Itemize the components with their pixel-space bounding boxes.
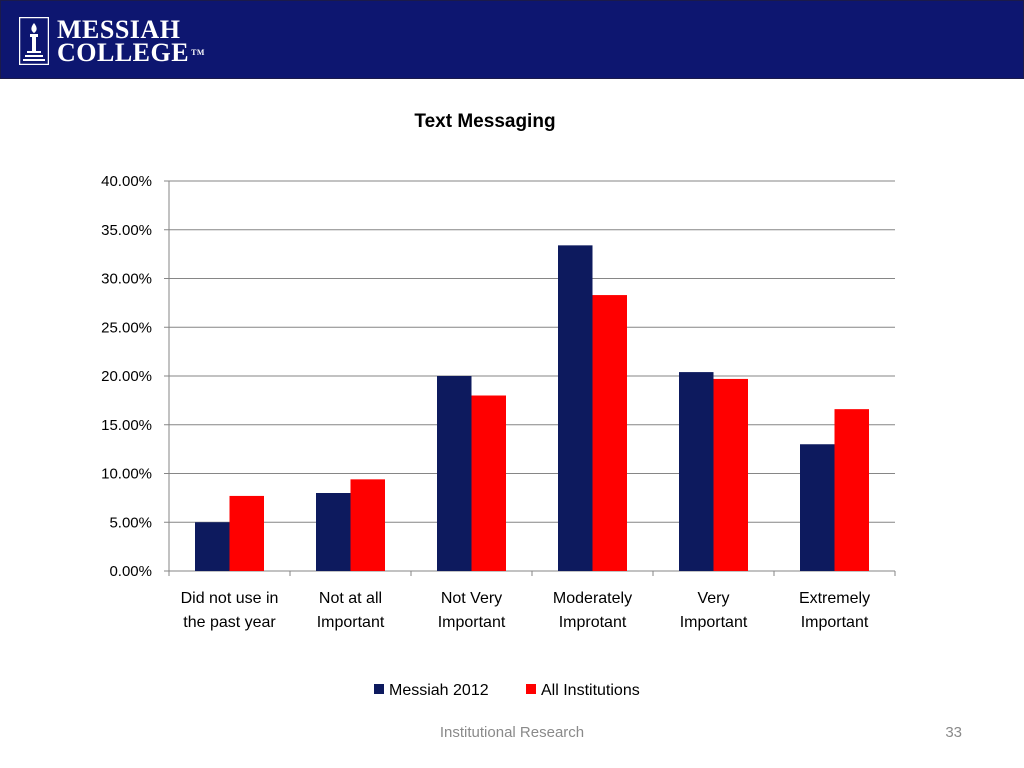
chart-title: Text Messaging (414, 111, 555, 132)
bar-chart: Text Messaging 0.00% 5.00% 10.00% 15.00% 20.… (101, 111, 896, 699)
y-tick-label: 25.00% (101, 319, 152, 336)
torch-seal-icon (19, 17, 49, 65)
bar (195, 522, 230, 571)
bar (229, 495, 264, 571)
page-number: 33 (945, 724, 962, 741)
bar (834, 409, 869, 571)
trademark-symbol: TM (191, 48, 205, 57)
bar (800, 444, 835, 571)
bar (316, 493, 351, 571)
legend-swatch (526, 684, 536, 694)
college-logo[interactable]: MESSIAH COLLEGE TM (19, 15, 205, 67)
gridlines (169, 180, 895, 523)
wordmark-line-2: COLLEGE TM (57, 38, 205, 67)
y-tick-label: 30.00% (101, 271, 152, 288)
x-category-label: Not at all Important (317, 590, 385, 631)
x-category-label: Extremely Important (799, 590, 870, 631)
y-tick-label: 5.00% (109, 514, 152, 531)
x-category-label-line: Important (801, 614, 869, 631)
bar (679, 372, 714, 571)
y-tick-label: 20.00% (101, 368, 152, 385)
x-category-label-line: Improtant (559, 614, 627, 631)
y-tick-label: 35.00% (101, 222, 152, 239)
header-banner: MESSIAH COLLEGE TM (0, 0, 1024, 79)
y-tick-label: 10.00% (101, 466, 152, 483)
x-category-label: Did not use in the past year (181, 590, 279, 631)
college-wordmark: MESSIAH COLLEGE TM (57, 15, 205, 67)
x-category-label-line: Moderately (553, 590, 632, 607)
footer-department: Institutional Research (439, 724, 585, 741)
bar (350, 479, 385, 571)
y-tick-label: 40.00% (101, 173, 152, 190)
bar (437, 376, 472, 571)
x-category-label-line: the past year (183, 614, 276, 631)
x-category-label: Not Very Important (438, 590, 506, 631)
x-category-label-line: Did not use in (181, 590, 279, 607)
x-category-label: Very Important (680, 590, 748, 631)
x-category-label-line: Extremely (799, 590, 870, 607)
x-category-label-line: Important (438, 614, 506, 631)
bar (471, 395, 506, 571)
x-category-label: Moderately Improtant (553, 590, 632, 631)
axes (164, 180, 896, 576)
y-tick-label: 15.00% (101, 417, 152, 434)
x-category-label-line: Important (680, 614, 748, 631)
y-tick-label: 0.00% (109, 563, 152, 580)
x-category-label-line: Not at all (319, 590, 382, 607)
wordmark-line-1: MESSIAH (57, 15, 181, 44)
bar (713, 378, 748, 571)
bar (592, 295, 627, 571)
legend: Messiah 2012 All Institutions (374, 682, 640, 699)
bar (558, 245, 593, 571)
x-category-label-line: Important (317, 614, 385, 631)
x-category-label-line: Not Very (441, 590, 502, 607)
bars (195, 245, 869, 571)
legend-swatch (374, 684, 384, 694)
x-category-label-line: Very (697, 590, 729, 607)
axis-labels: 0.00% 5.00% 10.00% 15.00% 20.00% 25.00% 30.00%… (101, 173, 870, 631)
wordmark-line-2-text: COLLEGE (57, 38, 190, 67)
legend-label: Messiah 2012 (389, 682, 489, 699)
legend-label: All Institutions (541, 682, 640, 699)
